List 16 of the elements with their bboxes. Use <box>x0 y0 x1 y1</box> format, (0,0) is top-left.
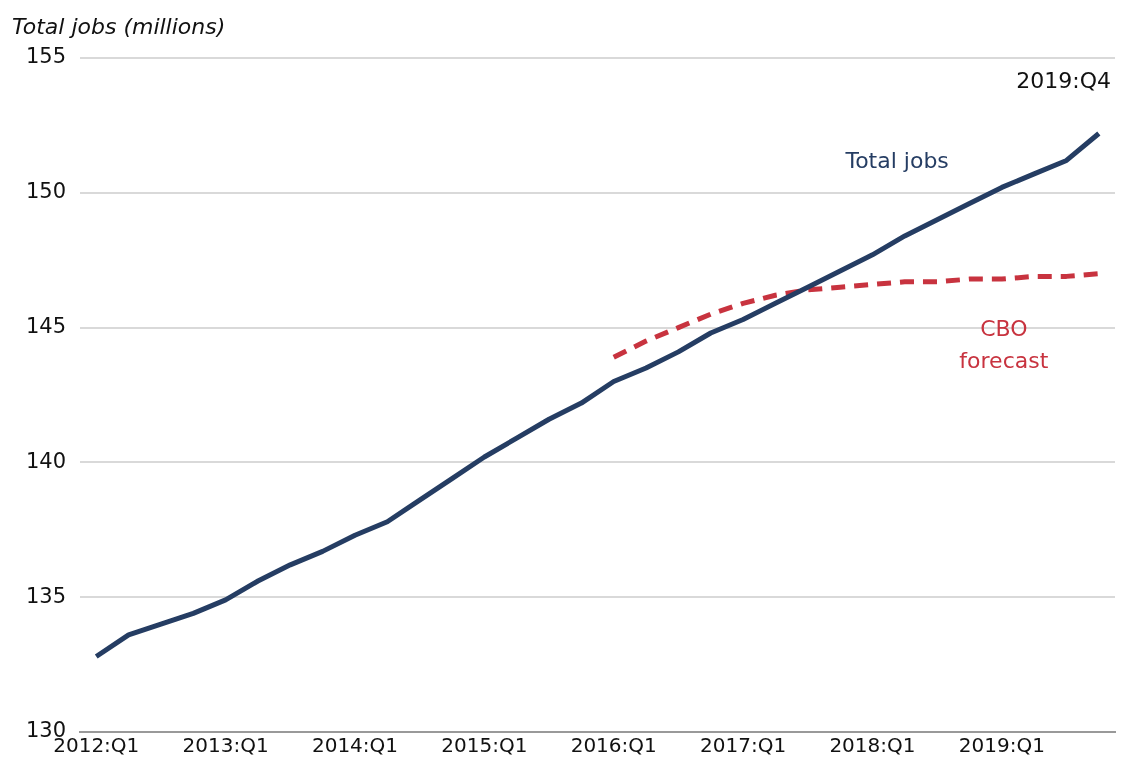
y-tick-label: 145 <box>25 314 67 339</box>
y-axis-title: Total jobs (millions) <box>12 14 226 39</box>
x-tick-label: 2017:Q1 <box>700 733 787 758</box>
x-tick-label: 2015:Q1 <box>441 733 528 758</box>
series-label: Total jobs <box>844 148 949 174</box>
x-tick-label: 2016:Q1 <box>570 733 657 758</box>
annotation: 2019:Q4 <box>1016 68 1111 93</box>
x-tick-label: 2019:Q1 <box>958 733 1045 758</box>
x-tick-label: 2013:Q1 <box>182 733 269 758</box>
y-tick-label: 150 <box>25 179 67 204</box>
y-tick-label: 155 <box>25 44 67 69</box>
series-label: CBO forecast <box>959 315 1049 373</box>
y-tick-label: 140 <box>25 448 67 473</box>
y-tick-label: 135 <box>25 583 67 608</box>
x-tick-label: 2014:Q1 <box>311 733 399 758</box>
x-tick-label: 2018:Q1 <box>829 733 916 758</box>
